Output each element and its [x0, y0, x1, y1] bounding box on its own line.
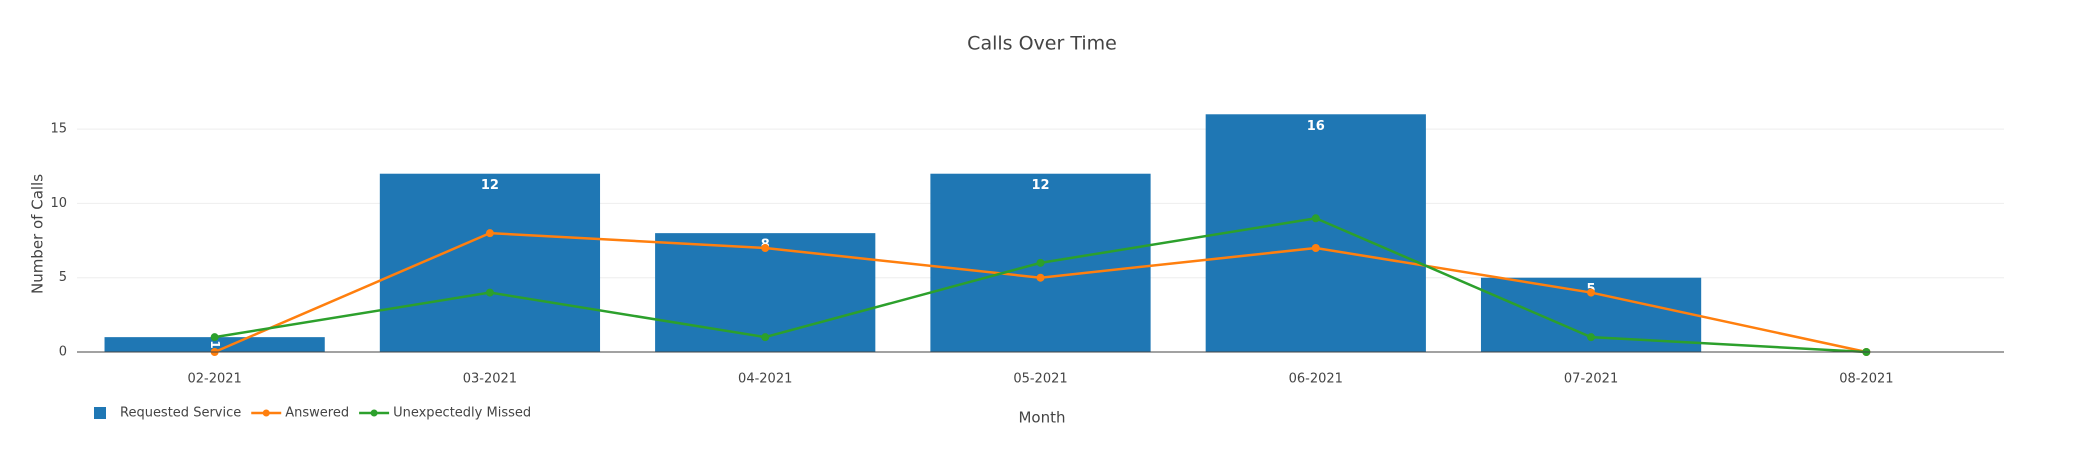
x-tick-label: 07-2021	[1564, 372, 1618, 387]
line-marker	[210, 333, 219, 342]
line-marker	[1311, 214, 1320, 223]
legend-label[interactable]: Unexpectedly Missed	[393, 406, 531, 421]
line-marker	[1036, 258, 1045, 267]
legend-swatch[interactable]	[262, 409, 270, 417]
legend-label[interactable]: Answered	[285, 406, 349, 421]
line-marker	[1036, 273, 1045, 282]
line-marker	[485, 288, 494, 297]
x-tick-label: 03-2021	[463, 372, 517, 387]
line-marker	[761, 244, 770, 252]
y-tick-label: 15	[50, 122, 67, 137]
y-tick-label: 10	[50, 196, 67, 211]
legend-swatch[interactable]	[94, 407, 106, 419]
x-tick-label: 05-2021	[1013, 372, 1067, 387]
bar	[104, 337, 325, 352]
x-tick-label: 02-2021	[187, 372, 241, 387]
bar-value-label: 12	[481, 178, 499, 193]
line-marker	[1587, 288, 1596, 297]
bar	[655, 233, 876, 352]
chart-title: Calls Over Time	[967, 33, 1117, 55]
bar-value-label: 16	[1307, 119, 1325, 134]
x-tick-label: 04-2021	[738, 372, 792, 387]
legend-label[interactable]: Requested Service	[120, 406, 241, 421]
legend-swatch[interactable]	[370, 409, 378, 417]
line-marker	[1587, 333, 1596, 342]
line-marker	[761, 333, 770, 342]
bar-value-label: 1	[208, 340, 222, 348]
x-tick-label: 06-2021	[1289, 372, 1343, 387]
line-marker	[485, 229, 494, 238]
bar-value-label: 12	[1031, 178, 1049, 193]
line-marker	[1311, 244, 1320, 252]
x-axis-label: Month	[1018, 409, 1065, 427]
bar	[379, 173, 601, 352]
y-tick-label: 5	[59, 270, 67, 285]
y-tick-label: 0	[59, 345, 67, 360]
bar	[1205, 114, 1426, 353]
y-axis-label: Number of Calls	[29, 174, 47, 294]
x-tick-label: 08-2021	[1839, 372, 1893, 387]
